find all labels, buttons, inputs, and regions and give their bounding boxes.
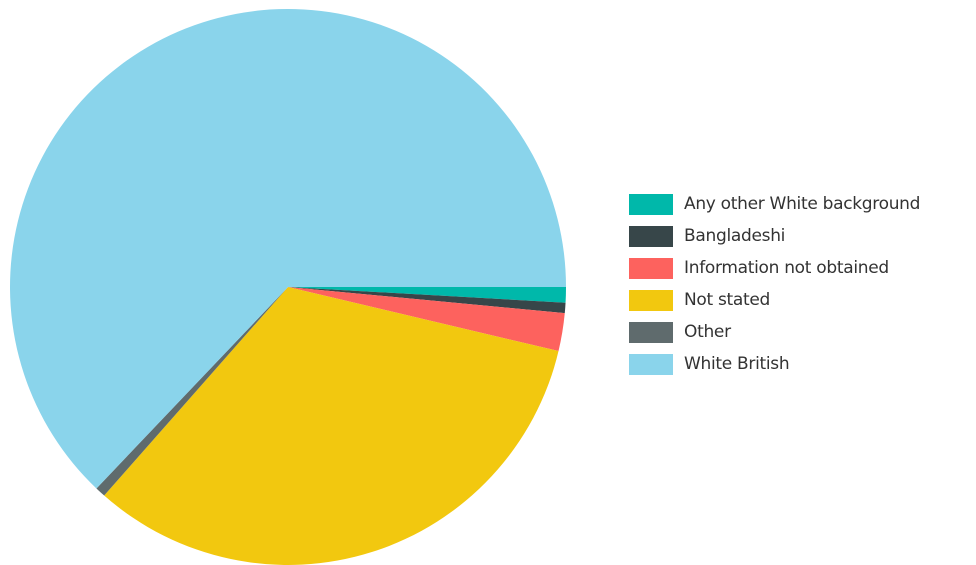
legend-item-bangladeshi[interactable]: Bangladeshi <box>629 220 920 252</box>
legend-item-not-stated[interactable]: Not stated <box>629 284 920 316</box>
pie-slice-information-not-obtained[interactable] <box>288 287 565 352</box>
legend-label: Not stated <box>684 290 771 310</box>
legend-swatch <box>629 193 673 215</box>
chart-legend: Any other White background Bangladeshi I… <box>629 188 920 380</box>
legend-item-white-british[interactable]: White British <box>629 348 920 380</box>
legend-swatch <box>629 289 673 311</box>
legend-label: White British <box>684 354 790 374</box>
legend-label: Information not obtained <box>684 258 889 278</box>
legend-item-information-not-obtained[interactable]: Information not obtained <box>629 252 920 284</box>
pie-slice-other[interactable] <box>96 287 289 496</box>
pie-slice-bangladeshi[interactable] <box>288 287 566 314</box>
legend-swatch <box>629 321 673 343</box>
pie-slices <box>9 8 567 565</box>
pie-slice-any-other-white-background[interactable] <box>288 287 566 303</box>
pie-slice-not-stated[interactable] <box>104 287 559 565</box>
legend-swatch <box>629 353 673 375</box>
legend-label: Other <box>684 322 731 342</box>
pie-slice-white-british[interactable] <box>9 8 567 489</box>
legend-swatch <box>629 225 673 247</box>
legend-swatch <box>629 257 673 279</box>
legend-item-other[interactable]: Other <box>629 316 920 348</box>
legend-label: Bangladeshi <box>684 226 786 246</box>
legend-label: Any other White background <box>684 194 921 214</box>
legend-item-any-other-white-background[interactable]: Any other White background <box>629 188 920 220</box>
